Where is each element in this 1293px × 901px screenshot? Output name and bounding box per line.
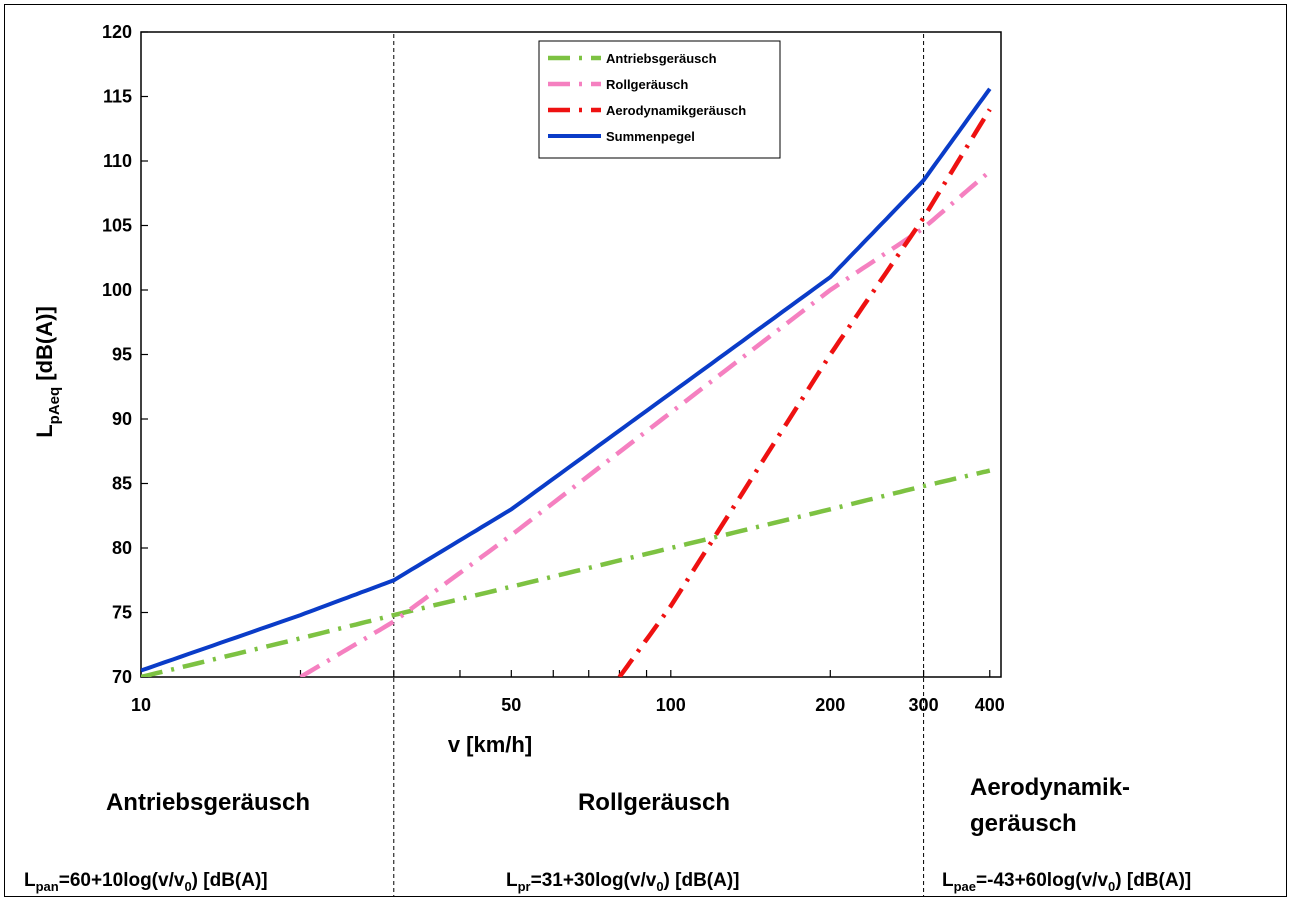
formula-unit: ) [dB(A)] — [192, 870, 268, 891]
formula-v0-subscript: 0 — [184, 879, 191, 894]
region-label: Aerodynamik- — [970, 774, 1130, 801]
region-label: geräusch — [970, 810, 1077, 837]
x-tick-label: 100 — [656, 695, 686, 715]
y-axis-label-rest: [dB(A)] — [32, 306, 57, 387]
x-tick-label: 200 — [815, 695, 845, 715]
formula-body: =-43+60log(v/v — [976, 870, 1108, 891]
legend-box — [538, 40, 781, 159]
y-tick-label: 80 — [112, 538, 132, 558]
x-tick-label: 300 — [909, 695, 939, 715]
formula-subscript: pr — [518, 879, 531, 894]
series-line-2 — [617, 108, 992, 677]
y-tick-label: 70 — [112, 667, 132, 687]
y-tick-label: 85 — [112, 474, 132, 494]
series-line-0 — [141, 468, 991, 677]
region-label: Rollgeräusch — [578, 789, 730, 816]
region-label: Antriebsgeräusch — [106, 789, 310, 816]
y-axis-label: LpAeq [dB(A)] — [32, 306, 63, 438]
formula-subscript: pae — [954, 879, 976, 894]
x-axis: 10 50 100 200 300 400 — [131, 670, 1005, 715]
formula-unit: ) [dB(A)] — [664, 870, 740, 891]
formula-v0-subscript: 0 — [656, 879, 663, 894]
series-line-3 — [141, 87, 992, 673]
x-tick-label: 400 — [975, 695, 1005, 715]
formula-aero: Lpae=-43+60log(v/v0) [dB(A)] — [942, 870, 1191, 894]
x-tick-label: 10 — [131, 695, 151, 715]
formula-body: =31+30log(v/v — [531, 870, 657, 891]
formula-symbol: L — [942, 870, 954, 891]
formula-v0-subscript: 0 — [1108, 879, 1115, 894]
y-tick-label: 120 — [102, 22, 132, 42]
formula-symbol: L — [506, 870, 518, 891]
figure-frame — [4, 4, 1287, 897]
formula-unit: ) [dB(A)] — [1115, 870, 1191, 891]
x-axis-label: v [km/h] — [448, 732, 532, 757]
formula-roll: Lpr=31+30log(v/v0) [dB(A)] — [506, 870, 740, 894]
region-aero: Aerodynamik- geräusch — [970, 774, 1130, 837]
formula-subscript: pan — [36, 879, 59, 894]
formula-symbol: L — [24, 870, 36, 891]
y-tick-label: 75 — [112, 603, 132, 623]
legend-label: Aerodynamikgeräusch — [606, 103, 746, 118]
series-layer — [141, 87, 992, 677]
region-antrieb: Antriebsgeräusch — [106, 789, 310, 816]
legend-label: Rollgeräusch — [606, 77, 688, 92]
y-tick-label: 105 — [102, 216, 132, 236]
y-tick-label: 100 — [102, 280, 132, 300]
region-roll: Rollgeräusch — [578, 789, 730, 816]
y-axis: 70 75 80 85 90 95 100 105 110 115 120 — [102, 22, 148, 687]
y-tick-label: 115 — [103, 87, 132, 107]
x-tick-label: 50 — [501, 695, 521, 715]
y-axis-label-sub: pAeq — [46, 387, 63, 425]
y-axis-label-main: L — [32, 424, 57, 437]
legend: Antriebsgeräusch Rollgeräusch Aerodynamikg… — [538, 40, 781, 159]
legend-label: Summenpegel — [606, 129, 695, 144]
formula-antrieb: Lpan=60+10log(v/v0) [dB(A)] — [24, 870, 268, 894]
series-line-1 — [299, 169, 992, 677]
legend-label: Antriebsgeräusch — [606, 51, 717, 66]
formula-body: =60+10log(v/v — [59, 870, 185, 891]
y-tick-label: 110 — [103, 151, 132, 171]
y-tick-label: 90 — [112, 409, 132, 429]
y-tick-label: 95 — [112, 345, 132, 365]
